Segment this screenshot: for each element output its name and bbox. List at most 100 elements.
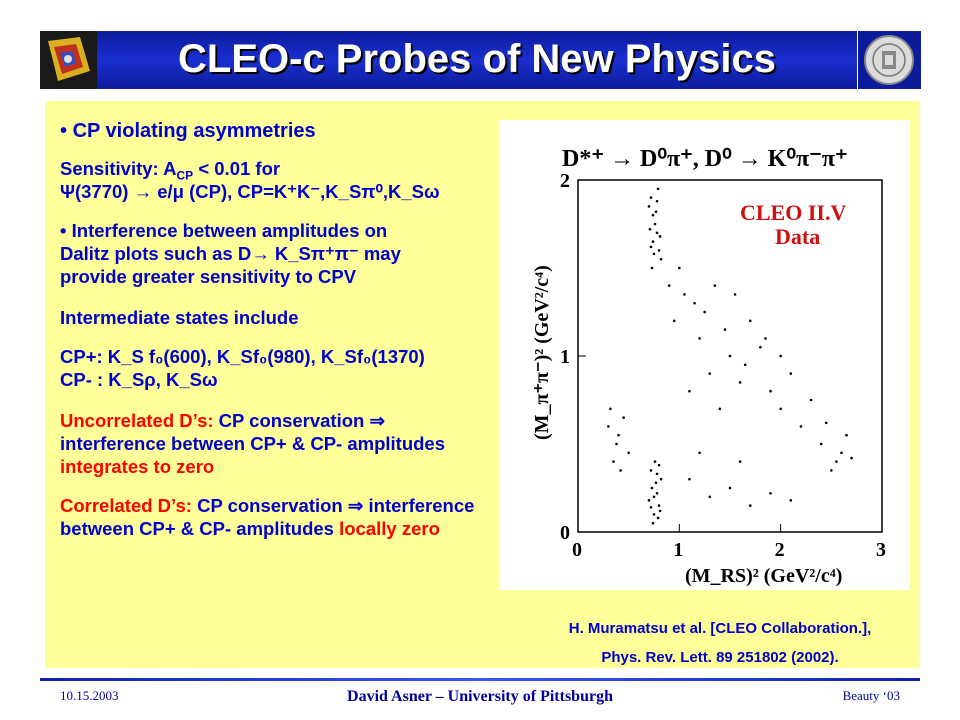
data-point (652, 513, 656, 516)
data-point (649, 506, 653, 509)
data-point (607, 425, 610, 428)
data-point (713, 284, 717, 287)
data-point (609, 407, 612, 411)
data-point (658, 509, 662, 513)
data-point (657, 249, 661, 252)
cp-minus-states: CP- : K_Sρ, K_Sω (60, 369, 218, 390)
data-point (657, 463, 661, 467)
data-point (738, 381, 742, 384)
x-tick-label: 1 (673, 539, 683, 561)
sensitivity-modes: Ψ(3770) → e/μ (CP), CP=K⁺K⁻,K_Sπ⁰,K_Sω (60, 181, 440, 202)
data-point (651, 521, 655, 525)
data-point (830, 469, 833, 472)
data-point (653, 222, 657, 226)
cp-plus-states: CP+: K_S f₀(600), K_Sf₀(980), K_Sf₀(1370… (60, 346, 425, 367)
data-point (799, 425, 803, 428)
data-point (648, 227, 652, 231)
data-point (656, 516, 660, 520)
data-point (840, 451, 843, 455)
data-point (650, 486, 654, 490)
data-point (769, 491, 772, 495)
data-point (850, 456, 853, 460)
data-point (655, 472, 659, 476)
citation-line2: Phys. Rev. Lett. 89 251802 (2002). (601, 649, 839, 666)
data-point (617, 433, 620, 437)
university-seal (858, 31, 921, 89)
y-tick-label: 1 (560, 346, 570, 368)
slide-body: • CP violating asymmetries Sensitivity: … (60, 120, 475, 539)
data-point (708, 495, 712, 499)
data-point (678, 266, 681, 270)
data-point (654, 481, 658, 485)
data-point (619, 469, 622, 472)
citation: H. Muramatsu et al. [CLEO Collaboration.… (520, 614, 920, 672)
sensitivity-sub: CP (176, 168, 194, 183)
data-point (824, 421, 828, 425)
data-point (651, 213, 655, 217)
slide-title: CLEO-c Probes of New Physics (178, 37, 776, 81)
data-point (667, 284, 671, 287)
data-point (698, 337, 701, 340)
interference-line3: provide greater sensitivity to CPV (60, 266, 357, 287)
data-point (652, 495, 656, 499)
data-point (655, 199, 659, 203)
data-point (683, 293, 686, 296)
plot-decay-title: D*⁺ → D⁰π⁺, D⁰ → K⁰π⁻π⁺ (562, 146, 848, 172)
plot-ticks: 0 1 2 3 0 1 2 (560, 170, 886, 561)
data-point (693, 301, 696, 305)
cleo-detector-logo (40, 31, 97, 89)
data-point (769, 389, 772, 393)
plot-legend-line2: Data (775, 224, 820, 249)
data-point (655, 491, 659, 495)
correlated-tail: locally zero (333, 518, 440, 539)
data-point (654, 210, 658, 213)
data-point (738, 460, 742, 463)
title-bar: CLEO-c Probes of New Physics (97, 31, 857, 89)
data-point (650, 266, 654, 270)
data-point (789, 499, 793, 502)
data-point (748, 504, 752, 507)
data-point (759, 345, 762, 349)
data-point (647, 499, 651, 502)
y-tick-label: 2 (560, 170, 570, 192)
data-point (627, 451, 630, 455)
data-point (688, 477, 691, 481)
data-point (733, 293, 737, 296)
plot-legend-line1: CLEO II.V (740, 200, 846, 225)
data-point (672, 319, 676, 323)
sensitivity-label: Sensitivity: A (60, 158, 177, 179)
plot-y-axis-label: (M_π⁺π⁻)² (GeV²/c⁴) (531, 265, 553, 440)
data-point (649, 196, 653, 199)
data-point (779, 354, 782, 358)
data-point (698, 451, 701, 455)
intermediate-states: Intermediate states include (60, 307, 299, 328)
data-point (779, 407, 782, 411)
data-point (718, 407, 722, 411)
data-point (708, 372, 712, 375)
data-point (845, 433, 848, 437)
footer-conference: Beauty ‘03 (842, 688, 900, 703)
data-point (659, 257, 663, 261)
data-point (728, 486, 732, 490)
data-point (647, 205, 651, 208)
data-point (656, 187, 660, 191)
footer-divider (40, 678, 920, 681)
interference-line2: Dalitz plots such as D→ K_Sπ⁺π⁻ may (60, 243, 401, 264)
footer-author: David Asner – University of Pittsburgh (347, 688, 613, 705)
data-point (789, 372, 793, 375)
data-point (652, 252, 656, 256)
uncorrelated-tail: integrates to zero (60, 456, 215, 477)
data-point (651, 240, 655, 243)
uncorrelated-lead: Uncorrelated D’s: (60, 410, 214, 431)
data-point (688, 389, 691, 393)
data-point (649, 245, 653, 249)
plot-points (607, 187, 853, 525)
data-point (657, 504, 661, 507)
data-point (703, 310, 706, 314)
data-point (615, 442, 618, 446)
data-point (723, 328, 727, 331)
x-tick-label: 2 (775, 539, 785, 561)
data-point (655, 231, 659, 235)
sensitivity-value: < 0.01 for (193, 158, 281, 179)
data-point (764, 337, 767, 340)
